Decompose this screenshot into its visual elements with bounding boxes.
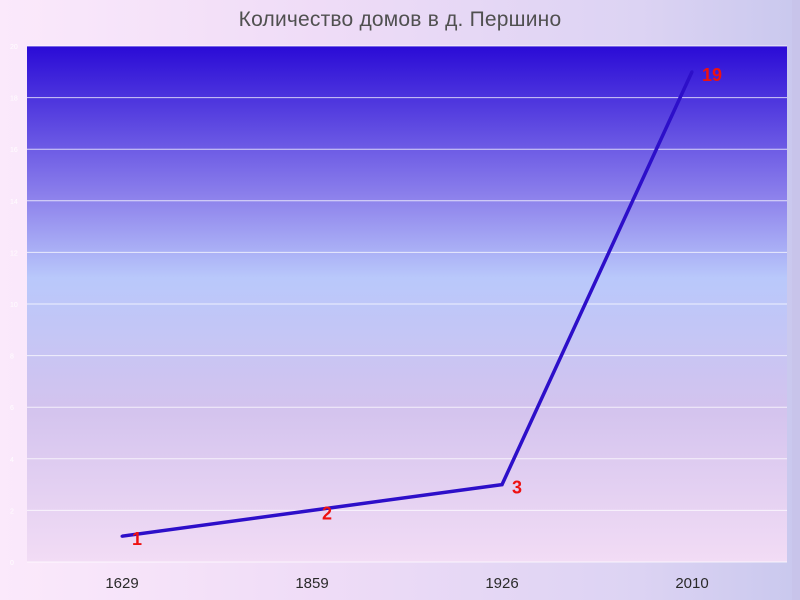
data-point (500, 483, 504, 487)
y-axis-tick-labels: 0 2 4 6 8 10 12 14 16 18 20 (10, 44, 18, 567)
data-label: 19 (702, 65, 722, 85)
series-line (121, 71, 694, 538)
y-tick-label: 14 (10, 199, 18, 206)
x-tick-label: 2010 (675, 575, 708, 592)
x-axis-tick-labels: 1629 1859 1926 2010 (105, 575, 708, 592)
y-tick-label: 4 (10, 457, 14, 464)
y-tick-label: 6 (10, 405, 14, 412)
data-point (690, 70, 694, 74)
data-label: 3 (512, 478, 522, 498)
x-tick-label: 1629 (105, 575, 138, 592)
y-tick-label: 16 (10, 147, 18, 154)
chart-title: Количество домов в д. Першино (238, 8, 562, 31)
x-tick-label: 1926 (485, 575, 518, 592)
y-tick-label: 2 (10, 508, 14, 515)
y-tick-label: 8 (10, 354, 14, 361)
y-tick-label: 18 (10, 96, 18, 103)
y-tick-label: 12 (10, 250, 18, 257)
data-point (120, 534, 124, 538)
data-labels: 1 2 3 19 (132, 65, 722, 549)
x-tick-label: 1859 (295, 575, 328, 592)
series-group (120, 70, 694, 538)
grid-lines (27, 45, 787, 563)
y-tick-label: 20 (10, 44, 18, 51)
y-tick-label: 0 (10, 560, 14, 567)
data-label: 1 (132, 529, 142, 549)
data-label: 2 (322, 503, 332, 523)
data-point (310, 508, 314, 512)
y-tick-label: 10 (10, 302, 18, 309)
